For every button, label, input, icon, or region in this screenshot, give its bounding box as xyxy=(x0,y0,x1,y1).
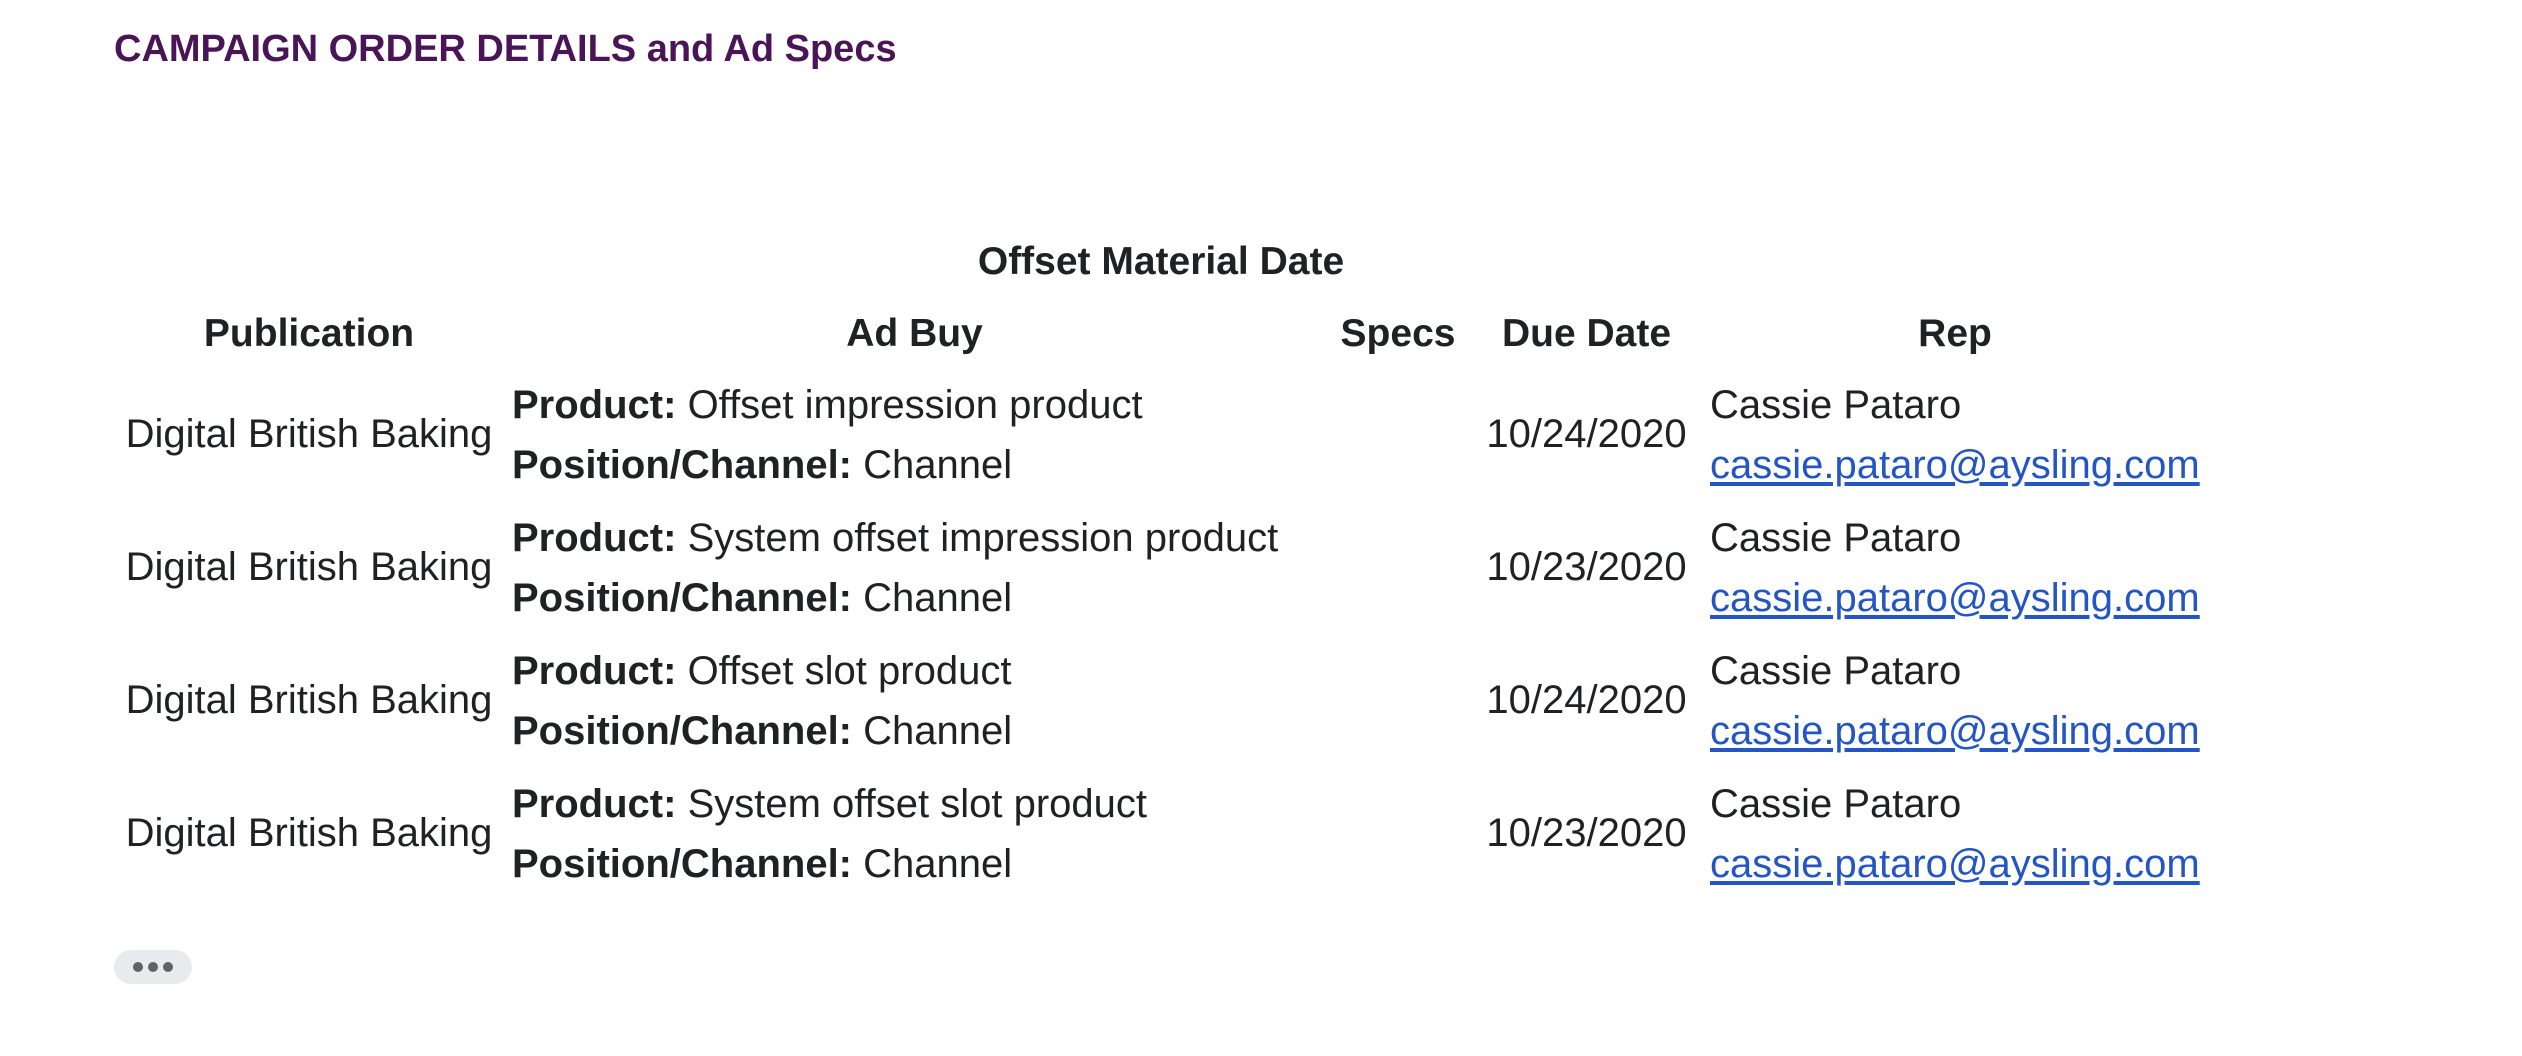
product-value: Offset impression product xyxy=(687,382,1143,427)
rep-name: Cassie Pataro xyxy=(1710,781,1962,826)
position-line: Position/Channel: Channel xyxy=(512,435,1317,495)
position-line: Position/Channel: Channel xyxy=(512,834,1317,894)
rep-email-link[interactable]: cassie.pataro@aysling.com xyxy=(1710,841,2200,886)
product-line: Product: Offset impression product xyxy=(512,375,1317,435)
due-date-cell: 10/24/2020 xyxy=(1486,412,1687,456)
table-row: Digital British Baking Product: System o… xyxy=(114,767,2208,900)
product-value: System offset impression product xyxy=(687,515,1279,560)
header-due-date: Due Date xyxy=(1501,312,1672,355)
position-label: Position/Channel: xyxy=(512,442,852,487)
position-label: Position/Channel: xyxy=(512,841,852,886)
ad-buy-cell: Product: Offset impression product Posit… xyxy=(504,368,1325,501)
publication-cell: Digital British Baking xyxy=(125,412,493,456)
header-publication: Publication xyxy=(203,312,415,355)
header-rep: Rep xyxy=(1918,312,1992,355)
dot xyxy=(148,962,158,972)
publication-cell: Digital British Baking xyxy=(125,811,493,855)
header-specs: Specs xyxy=(1340,312,1456,355)
rep-cell: Cassie Pataro cassie.pataro@aysling.com xyxy=(1702,501,2208,634)
rep-email-line: cassie.pataro@aysling.com xyxy=(1710,435,2200,495)
publication-cell: Digital British Baking xyxy=(125,545,493,589)
rep-email-link[interactable]: cassie.pataro@aysling.com xyxy=(1710,442,2200,487)
page-heading: CAMPAIGN ORDER DETAILS and Ad Specs xyxy=(114,28,897,70)
more-horizontal-icon xyxy=(133,962,173,972)
dot xyxy=(163,962,173,972)
due-date-cell: 10/23/2020 xyxy=(1486,545,1687,589)
rep-email-link[interactable]: cassie.pataro@aysling.com xyxy=(1710,708,2200,753)
product-label: Product: xyxy=(512,781,677,826)
product-label: Product: xyxy=(512,382,677,427)
ad-buy-cell: Product: System offset impression produc… xyxy=(504,501,1325,634)
rep-cell: Cassie Pataro cassie.pataro@aysling.com xyxy=(1702,767,2208,900)
specs-cell xyxy=(1325,634,1471,767)
section-title: Offset Material Date xyxy=(977,240,1345,283)
specs-cell xyxy=(1325,767,1471,900)
rep-name: Cassie Pataro xyxy=(1710,382,1962,427)
position-value: Channel xyxy=(863,442,1013,487)
position-label: Position/Channel: xyxy=(512,575,852,620)
table-row: Digital British Baking Product: Offset i… xyxy=(114,368,2208,501)
rep-email-line: cassie.pataro@aysling.com xyxy=(1710,834,2200,894)
position-value: Channel xyxy=(863,575,1013,620)
product-label: Product: xyxy=(512,515,677,560)
product-line: Product: System offset impression produc… xyxy=(512,508,1317,568)
dot xyxy=(133,962,143,972)
product-line: Product: System offset slot product xyxy=(512,774,1317,834)
campaign-order-table: Publication Ad Buy Specs Due Date Rep Di… xyxy=(114,308,2208,900)
table-row: Digital British Baking Product: System o… xyxy=(114,501,2208,634)
rep-name: Cassie Pataro xyxy=(1710,515,1962,560)
table-header: Publication Ad Buy Specs Due Date Rep xyxy=(114,308,2208,368)
due-date-cell: 10/23/2020 xyxy=(1486,811,1687,855)
rep-email-line: cassie.pataro@aysling.com xyxy=(1710,568,2200,628)
header-ad-buy: Ad Buy xyxy=(846,312,983,355)
position-label: Position/Channel: xyxy=(512,708,852,753)
rep-cell: Cassie Pataro cassie.pataro@aysling.com xyxy=(1702,634,2208,767)
rep-email-link[interactable]: cassie.pataro@aysling.com xyxy=(1710,575,2200,620)
table-header-row: Publication Ad Buy Specs Due Date Rep xyxy=(114,308,2208,368)
publication-cell: Digital British Baking xyxy=(125,678,493,722)
specs-cell xyxy=(1325,368,1471,501)
position-value: Channel xyxy=(863,708,1013,753)
product-line: Product: Offset slot product xyxy=(512,641,1317,701)
show-more-button[interactable] xyxy=(114,950,192,984)
rep-email-line: cassie.pataro@aysling.com xyxy=(1710,701,2200,761)
ad-buy-cell: Product: System offset slot product Posi… xyxy=(504,767,1325,900)
position-value: Channel xyxy=(863,841,1013,886)
table-body: Digital British Baking Product: Offset i… xyxy=(114,368,2208,900)
ad-buy-cell: Product: Offset slot product Position/Ch… xyxy=(504,634,1325,767)
product-value: System offset slot product xyxy=(687,781,1148,826)
rep-name: Cassie Pataro xyxy=(1710,648,1962,693)
product-value: Offset slot product xyxy=(687,648,1012,693)
product-label: Product: xyxy=(512,648,677,693)
table-row: Digital British Baking Product: Offset s… xyxy=(114,634,2208,767)
position-line: Position/Channel: Channel xyxy=(512,568,1317,628)
position-line: Position/Channel: Channel xyxy=(512,701,1317,761)
specs-cell xyxy=(1325,501,1471,634)
rep-cell: Cassie Pataro cassie.pataro@aysling.com xyxy=(1702,368,2208,501)
due-date-cell: 10/24/2020 xyxy=(1486,678,1687,722)
